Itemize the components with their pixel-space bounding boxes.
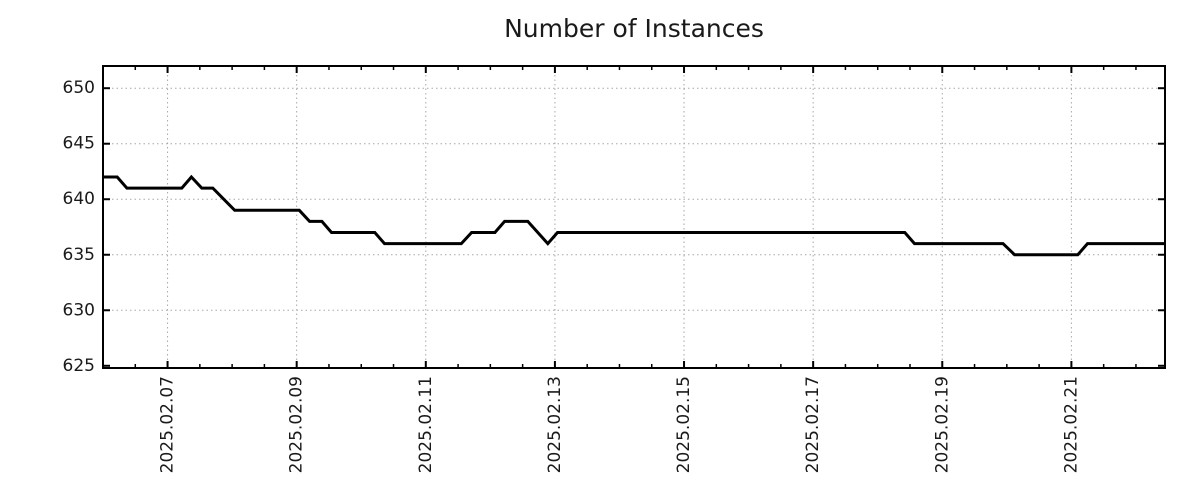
y-tick-label: 640: [63, 189, 95, 209]
axis-labels: 625 630 635 640 645 650 2025.02.07 2025.02.09 20…: [63, 78, 1082, 473]
x-tick-label: 2025.02.21: [1061, 376, 1081, 473]
axes-frame: [102, 65, 1166, 369]
y-tick-label: 630: [63, 300, 95, 320]
y-tick-label: 645: [63, 134, 95, 154]
grid-lines: [103, 66, 1165, 368]
x-tick-label: 2025.02.17: [803, 376, 823, 473]
y-tick-label: 625: [63, 356, 95, 376]
x-tick-label: 2025.02.07: [158, 376, 178, 473]
x-tick-label: 2025.02.15: [674, 376, 694, 473]
x-tick-label: 2025.02.19: [932, 376, 952, 473]
y-tick-label: 650: [63, 78, 95, 98]
plot-border: [102, 65, 1166, 369]
data-series: [103, 174, 1165, 257]
x-tick-label: 2025.02.11: [416, 376, 436, 473]
axis-ticks: [103, 66, 1165, 368]
y-tick-label: 635: [63, 245, 95, 265]
x-tick-label: 2025.02.09: [287, 376, 307, 473]
x-tick-label: 2025.02.13: [545, 376, 565, 473]
chart-title: Number of Instances: [504, 14, 764, 43]
data-line-instances: [103, 174, 1165, 257]
